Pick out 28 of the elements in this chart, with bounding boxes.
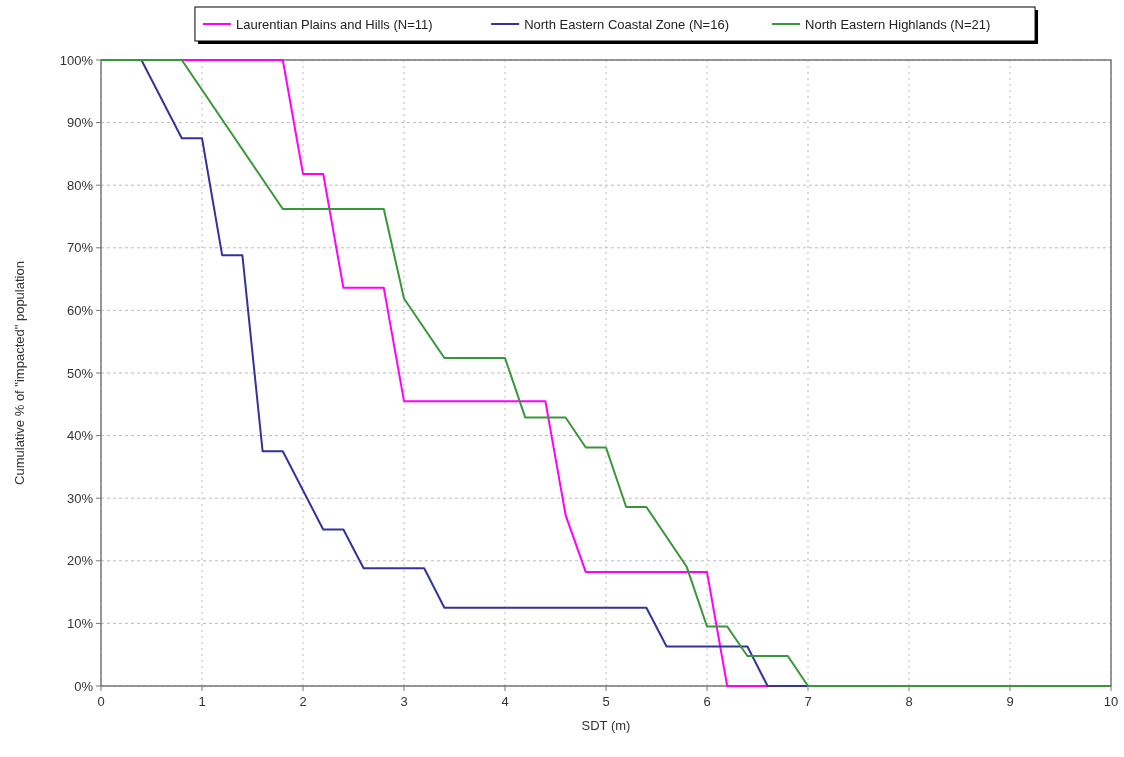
y-tick-label: 40%	[66, 428, 94, 444]
x-tick-label: 6	[703, 694, 711, 709]
y-axis-title: Cumulative % of "impacted" population	[12, 261, 27, 485]
y-tick-label: 60%	[66, 302, 94, 318]
y-tick-label: 0%	[74, 678, 94, 694]
y-tick-label: 30%	[66, 490, 94, 506]
x-tick-label: 8	[905, 694, 913, 709]
y-tick-label: 10%	[66, 615, 94, 631]
x-tick-label: 4	[501, 694, 509, 709]
x-tick-label: 2	[299, 694, 307, 709]
y-tick-label: 90%	[66, 115, 94, 131]
legend-label: North Eastern Highlands (N=21)	[805, 17, 991, 32]
x-tick-label: 10	[1103, 694, 1119, 709]
x-tick-label: 3	[400, 694, 408, 709]
y-tick-label: 50%	[66, 365, 94, 381]
x-tick-label: 1	[198, 694, 206, 709]
y-tick-label: 20%	[66, 553, 94, 569]
legend-label: Laurentian Plains and Hills (N=11)	[235, 17, 433, 32]
x-axis-title: SDT (m)	[581, 718, 631, 733]
y-tick-label: 70%	[66, 240, 94, 256]
y-tick-label: 100%	[59, 52, 94, 68]
x-tick-label: 9	[1006, 694, 1014, 709]
x-tick-label: 5	[602, 694, 610, 709]
x-tick-label: 7	[804, 694, 812, 709]
y-tick-label: 80%	[66, 177, 94, 193]
legend-label: North Eastern Coastal Zone (N=16)	[524, 17, 730, 32]
x-tick-label: 0	[97, 694, 105, 709]
line-series	[100, 59, 1112, 687]
